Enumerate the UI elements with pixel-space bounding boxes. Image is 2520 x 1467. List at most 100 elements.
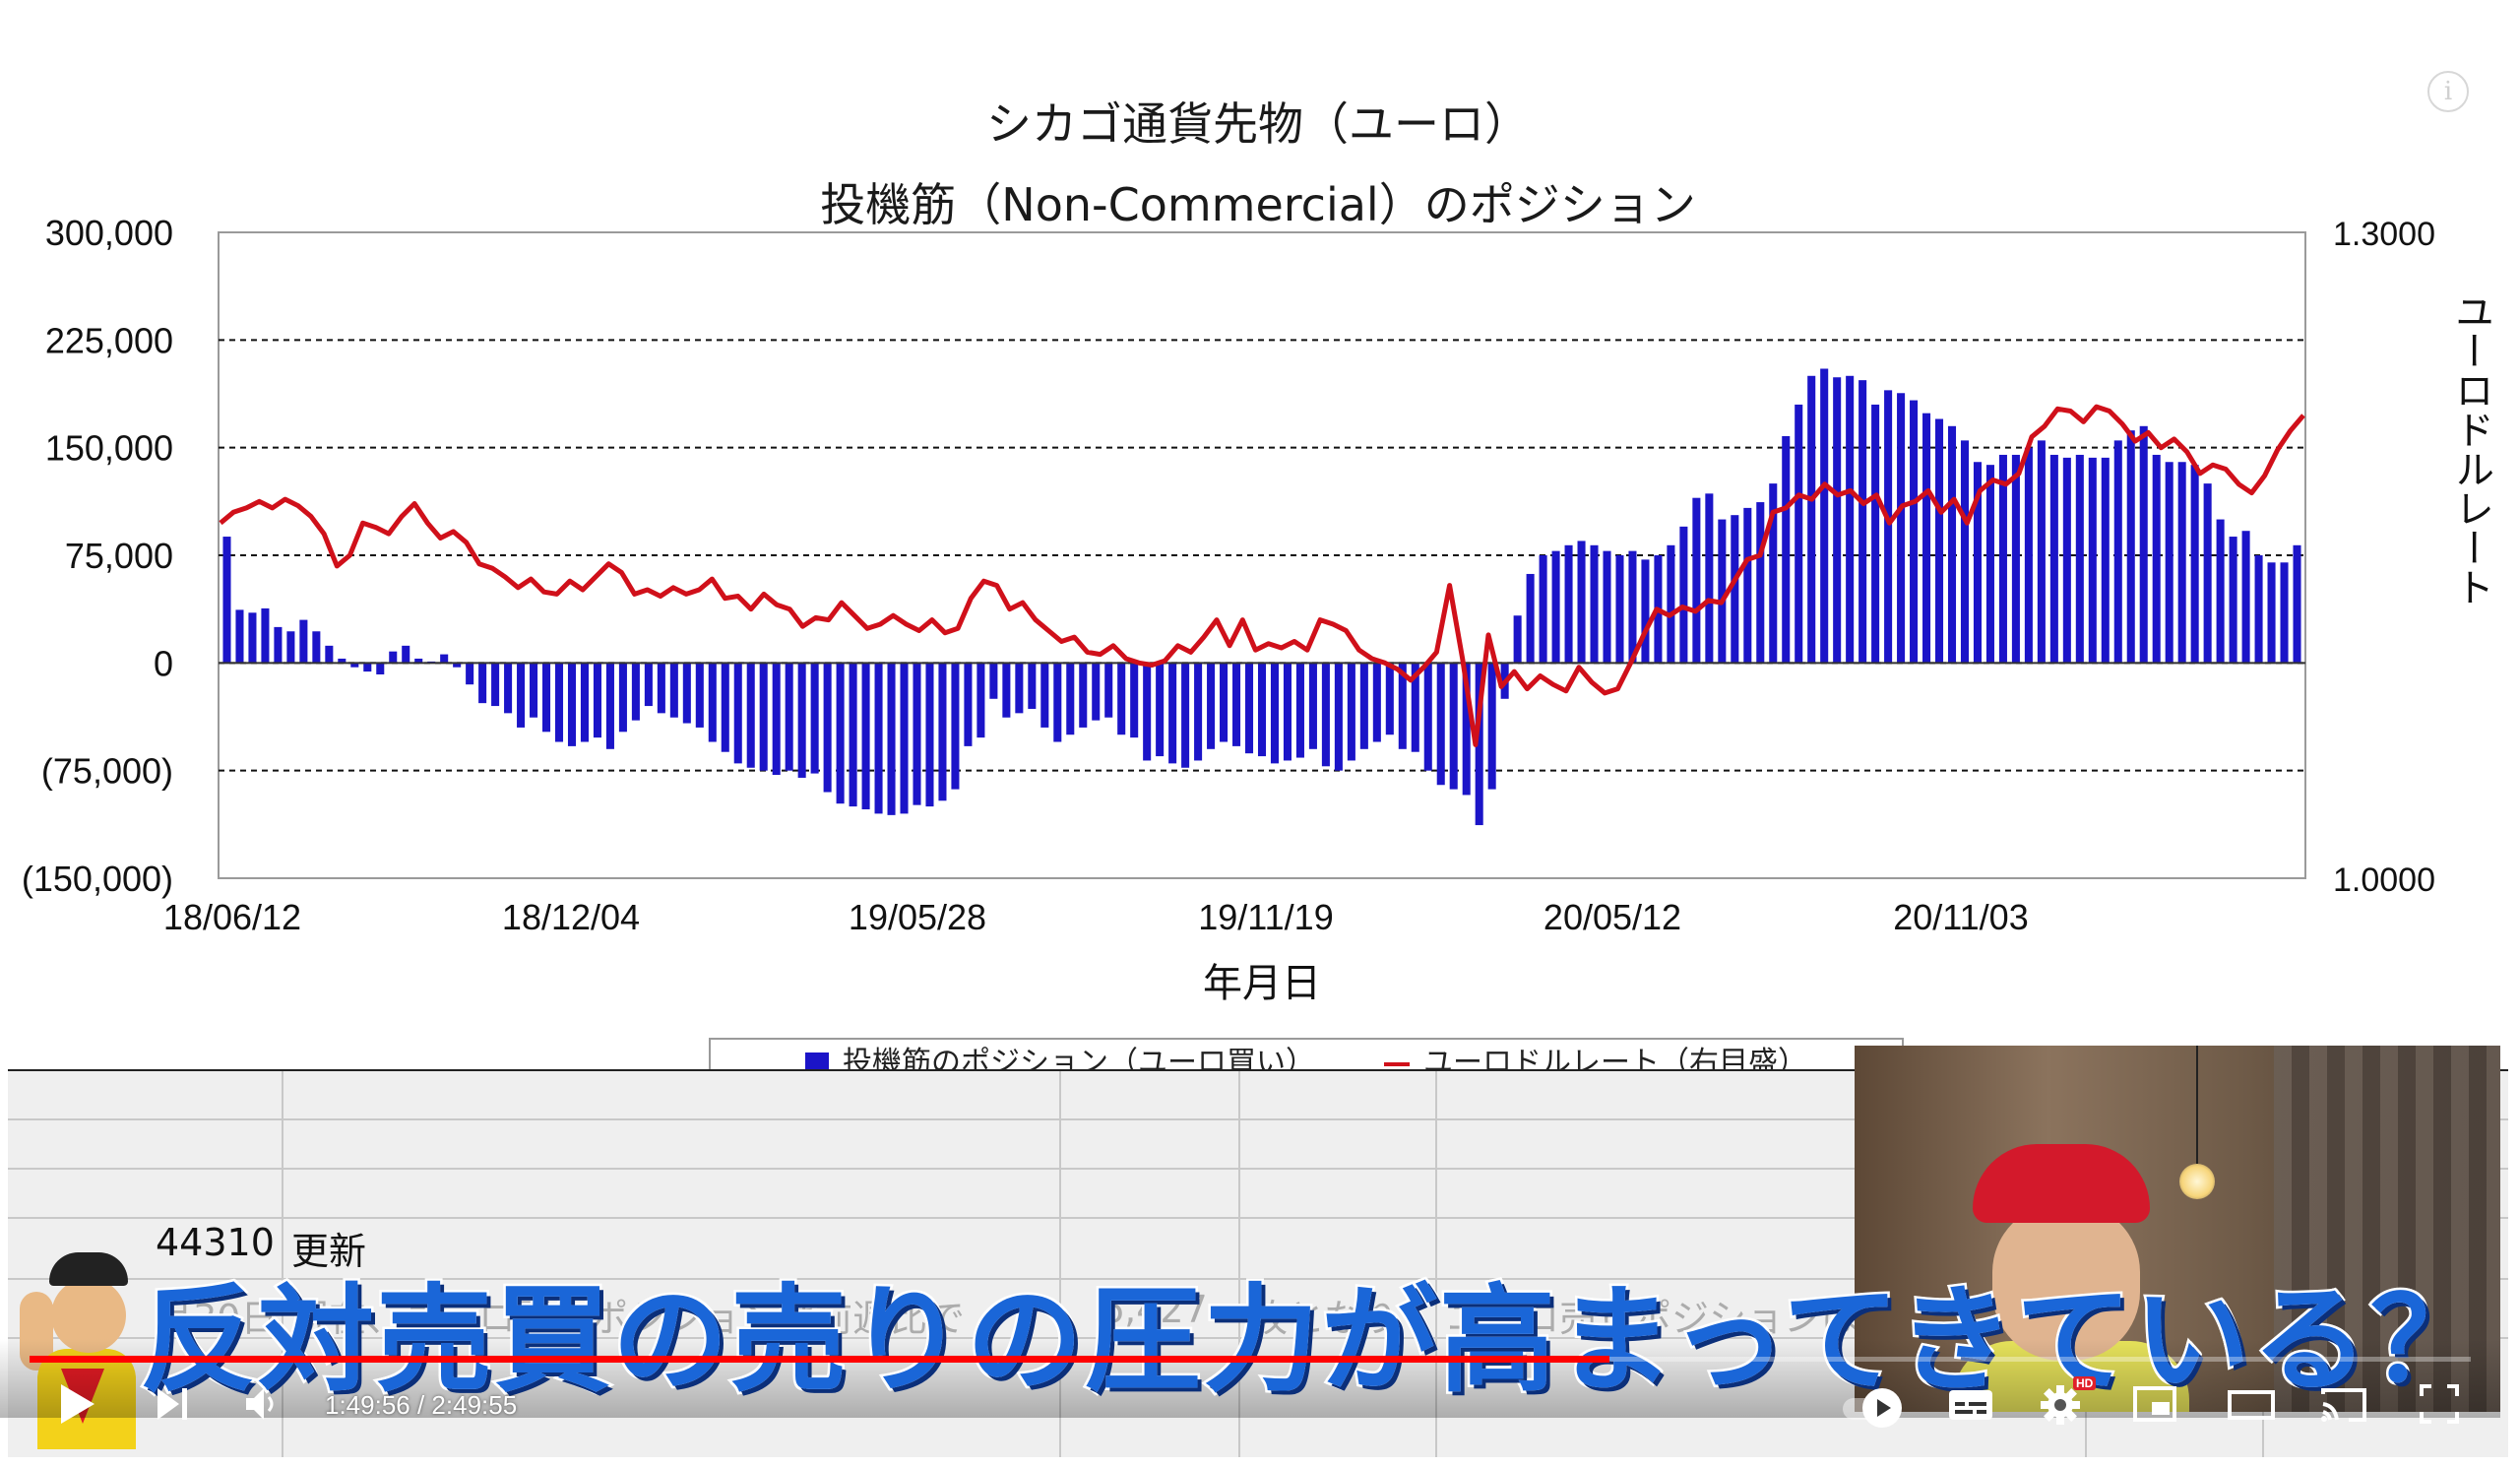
cast-button[interactable] <box>2319 1382 2368 1426</box>
position-bar <box>363 663 372 672</box>
position-bar <box>989 663 998 699</box>
sheet-cell-text: 現在、ユーロ買いポジションは前週比で <box>291 1297 966 1340</box>
position-bar <box>1551 550 1560 664</box>
curtain-graphic <box>2274 1046 2500 1412</box>
theater-button[interactable] <box>2227 1382 2276 1426</box>
sheet-cell-date: 月30日 <box>156 1297 279 1340</box>
position-bar <box>1846 375 1855 664</box>
position-bar <box>1833 377 1842 664</box>
subtitles-icon <box>1949 1390 1992 1420</box>
position-bar <box>593 663 601 738</box>
position-bar <box>2113 440 2122 664</box>
position-bar <box>1462 663 1471 796</box>
position-bar <box>1220 663 1228 742</box>
autoplay-icon[interactable] <box>1862 1388 1902 1428</box>
position-bar <box>1985 465 1994 664</box>
position-bar <box>1143 663 1152 761</box>
y-left-tick-label: 0 <box>154 643 173 683</box>
position-bar <box>1372 663 1381 742</box>
position-bar <box>861 663 870 810</box>
position-bar <box>976 663 985 738</box>
y-left-tick-label: 225,000 <box>45 320 173 360</box>
progress-bar-played[interactable] <box>30 1356 1609 1363</box>
position-bar <box>810 663 819 774</box>
position-bar <box>2037 440 2046 664</box>
sheet-cell-number: 44310 <box>156 1221 275 1264</box>
position-bar <box>759 663 768 771</box>
position-bar <box>2229 537 2237 664</box>
position-bar <box>2165 462 2174 664</box>
position-bar <box>1028 663 1037 709</box>
fullscreen-icon <box>2420 1384 2459 1424</box>
y-right-tick-label: 1.0000 <box>2333 861 2435 899</box>
position-bar <box>1897 393 1906 664</box>
position-bar <box>618 663 627 733</box>
time-current: 1:49:56 <box>325 1390 410 1420</box>
sheet-gridline <box>8 1118 2508 1120</box>
video-caption: 反対売買の売りの圧力が高まってきている？ <box>138 1270 2489 1411</box>
miniplayer-icon <box>2133 1386 2176 1422</box>
y-left-tick-label: 300,000 <box>45 213 173 253</box>
next-button[interactable] <box>154 1382 193 1426</box>
position-bar <box>785 663 793 771</box>
position-bar <box>1820 368 1829 664</box>
position-bar <box>1998 454 2007 664</box>
position-bar <box>1130 663 1139 738</box>
play-button[interactable] <box>57 1382 96 1426</box>
miniplayer-button[interactable] <box>2132 1382 2177 1426</box>
position-bar <box>222 537 231 664</box>
position-bar <box>1066 663 1075 735</box>
sheet-gridline <box>8 1217 2508 1219</box>
play-icon <box>61 1384 94 1424</box>
fullscreen-button[interactable] <box>2418 1382 2461 1426</box>
position-bar <box>708 663 717 742</box>
position-bar <box>1871 404 1880 664</box>
lamp-graphic <box>2179 1164 2215 1199</box>
position-bar <box>1615 555 1624 664</box>
sheet-cell-text-2: ユーロ売りポジションは <box>1447 1297 1859 1340</box>
mascot-cap <box>49 1252 128 1286</box>
position-bar <box>631 663 640 721</box>
position-bar <box>874 663 883 814</box>
position-bar <box>2190 465 2199 664</box>
x-axis-label: 年月日 <box>1203 961 1321 1006</box>
position-bar <box>887 663 896 815</box>
position-bar <box>644 663 653 707</box>
presenter-face <box>1992 1203 2140 1361</box>
x-tick-label: 20/05/12 <box>1544 897 1681 937</box>
position-bar <box>2152 454 2161 664</box>
x-tick-label: 19/05/28 <box>849 897 986 937</box>
position-bar <box>1922 413 1931 664</box>
position-bar <box>836 663 845 804</box>
position-bar <box>695 663 704 728</box>
position-bar <box>1731 515 1739 664</box>
position-bar <box>2062 457 2071 664</box>
info-icon[interactable]: i <box>2427 71 2469 112</box>
position-bar <box>299 619 308 664</box>
sheet-cell-unit: 枚となり <box>1250 1297 1399 1340</box>
sheet-gridline <box>1238 1071 1240 1457</box>
position-bar <box>2088 457 2097 664</box>
settings-button[interactable] <box>2038 1382 2083 1428</box>
position-bar <box>261 607 270 664</box>
position-bar <box>746 663 755 768</box>
position-bar <box>248 612 257 664</box>
y-right-tick-label: 1.3000 <box>2333 216 2435 253</box>
position-bar <box>517 663 526 728</box>
mascot-face <box>51 1278 126 1353</box>
position-bar <box>2241 531 2250 664</box>
position-bar <box>1449 663 1458 790</box>
position-bar <box>491 663 500 707</box>
position-bar <box>1590 544 1599 664</box>
mute-button[interactable] <box>242 1382 282 1426</box>
position-bar <box>1475 663 1483 826</box>
sheet-gridline <box>1435 1071 1437 1457</box>
position-bar <box>389 651 398 664</box>
position-bar <box>1092 663 1101 721</box>
position-bar <box>669 663 678 718</box>
page-footer-strip <box>0 1457 2520 1467</box>
subtitles-button[interactable] <box>1947 1382 1994 1426</box>
next-icon <box>158 1388 187 1420</box>
position-bar <box>682 663 691 724</box>
position-bar <box>1858 380 1867 664</box>
